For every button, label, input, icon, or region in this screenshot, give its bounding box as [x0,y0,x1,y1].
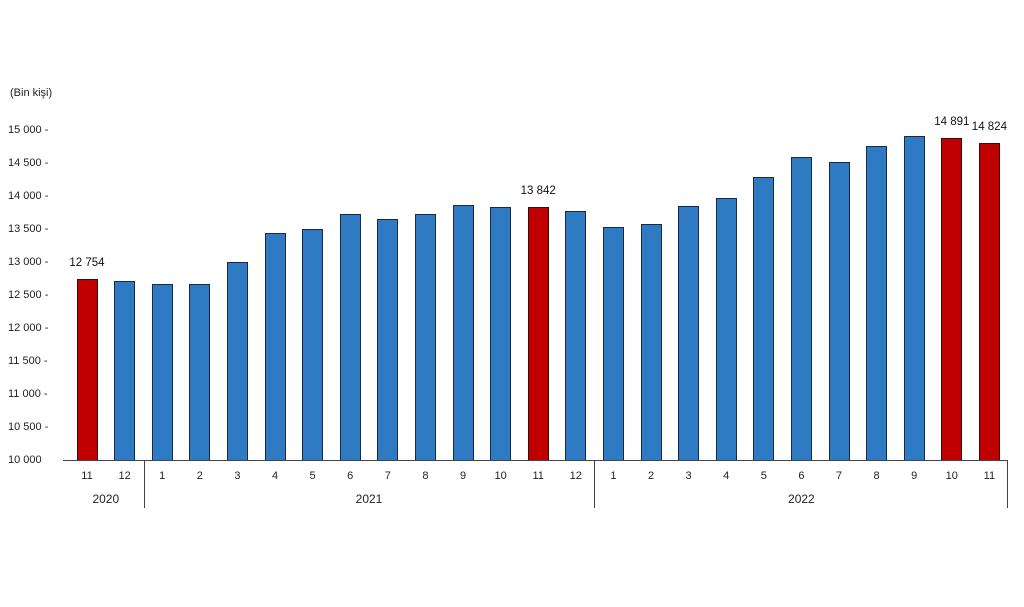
data-label: 12 754 [69,257,105,270]
bar [602,226,624,461]
x-tick-label: 4 [271,470,279,482]
y-tick-label: 12 000 - [8,322,49,334]
x-tick-label: 11 [532,470,544,482]
bar [790,156,812,461]
bar [678,205,700,461]
bar [377,218,399,461]
y-tick-label: 10 000 [8,454,42,466]
x-tick-label: 9 [911,470,918,482]
bar [941,138,963,461]
year-label: 2021 [355,492,383,506]
x-tick-label: 1 [159,470,166,482]
y-tick-label: 13 500 - [8,223,49,235]
bar [978,142,1000,461]
y-tick-label: 14 500 - [8,157,49,169]
x-tick-label: 6 [798,470,805,482]
x-tick-label: 7 [835,470,843,482]
x-tick-label: 6 [347,470,354,482]
x-tick-label: 11 [983,470,996,482]
year-label: 2020 [92,492,120,506]
bar [490,206,512,461]
x-tick-label: 3 [234,470,241,482]
y-axis-unit-label: (Bin kişi) [10,87,53,99]
x-tick-label: 8 [422,470,429,482]
x-tick-label: 2 [196,470,203,482]
data-label: 13 842 [520,185,556,198]
x-tick-label: 12 [569,470,582,482]
x-tick-label: 1 [610,470,617,482]
x-tick-label: 4 [723,470,730,482]
bar [753,177,775,461]
year-divider [594,460,595,508]
x-tick-label: 5 [760,470,767,482]
bar [715,198,737,461]
bar [866,145,888,461]
x-tick-label: 5 [309,470,316,482]
bar [76,279,98,461]
x-tick-label: 9 [459,470,467,482]
bar [264,232,286,461]
x-axis-line [63,460,1007,461]
bar [565,210,587,461]
bar [151,283,173,461]
bar [527,207,549,461]
bar [302,229,324,461]
year-label: 2022 [788,492,815,506]
y-tick-label: 15 000 - [8,124,49,136]
bar [226,262,248,461]
bar [189,283,211,461]
x-tick-label: 2 [647,470,655,482]
year-divider [144,460,145,508]
bar [452,204,474,461]
data-label: 14 824 [971,120,1007,133]
y-tick-label: 11 000 - [8,388,48,400]
y-tick-label: 10 500 - [8,421,49,433]
x-tick-label: 11 [81,470,93,482]
x-tick-label: 12 [118,470,131,482]
y-tick-label: 14 000 - [8,190,49,202]
x-tick-label: 3 [685,470,692,482]
year-divider [1007,460,1008,508]
y-tick-label: 13 000 - [8,256,49,268]
data-label: 14 891 [934,116,970,129]
bar [414,214,436,461]
bar [903,136,925,461]
y-tick-label: 11 500 - [8,355,48,367]
x-tick-label: 8 [873,470,880,482]
x-tick-label: 10 [945,470,958,482]
bar [339,214,361,461]
x-tick-label: 7 [384,470,391,482]
bar [640,223,662,461]
bar [114,281,136,461]
bar [828,161,850,461]
y-tick-label: 12 500 - [8,289,49,301]
x-tick-label: 10 [494,470,507,482]
